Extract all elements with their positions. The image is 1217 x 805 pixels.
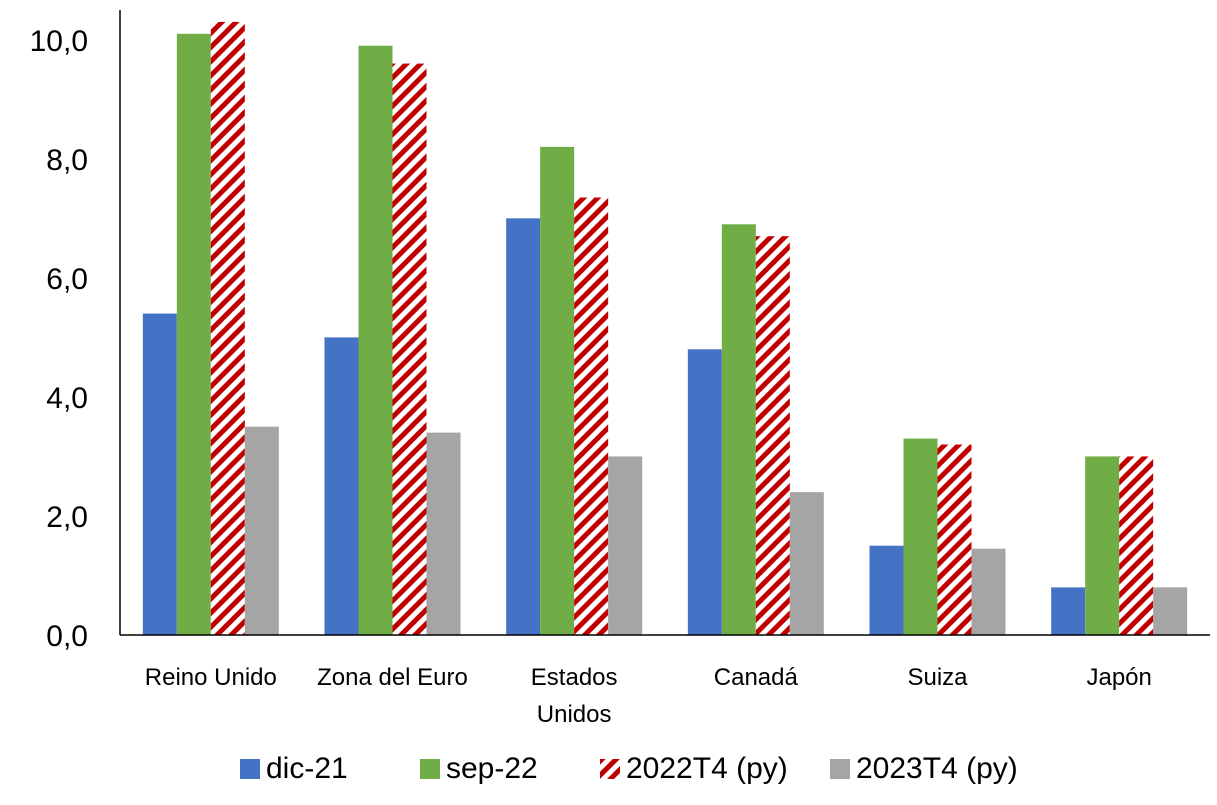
bar-dic-21-4 bbox=[869, 545, 904, 635]
bar-2023t4-py--5 bbox=[1153, 587, 1188, 635]
bar-2022t4-py--1 bbox=[392, 63, 427, 636]
x-category-label: Unidos bbox=[537, 701, 612, 728]
y-tick-label: 0,0 bbox=[46, 620, 88, 653]
legend: dic-21 sep-22 2022T4 (py) 2023T4 (py) bbox=[240, 752, 1018, 785]
bar-sep-22-0 bbox=[176, 33, 211, 636]
legend-swatch bbox=[420, 759, 440, 779]
x-axis: Reino Unido Zona del Euro Estados Unidos Can… bbox=[120, 634, 1210, 728]
y-tick-label: 4,0 bbox=[46, 382, 88, 415]
y-axis: 0,0 2,0 4,0 6,0 8,0 10,0 bbox=[30, 10, 121, 653]
x-category-label: Reino Unido bbox=[145, 664, 277, 691]
bars bbox=[142, 21, 1188, 636]
legend-label: sep-22 bbox=[446, 752, 538, 785]
bar-dic-21-2 bbox=[506, 218, 541, 636]
bar-sep-22-4 bbox=[903, 438, 938, 635]
bar-dic-21-0 bbox=[142, 313, 177, 635]
legend-swatch bbox=[600, 759, 620, 779]
bar-2022t4-py--5 bbox=[1119, 456, 1154, 635]
y-tick-label: 2,0 bbox=[46, 501, 88, 534]
bar-sep-22-1 bbox=[358, 45, 393, 635]
x-category-label: Canadá bbox=[714, 664, 799, 691]
bar-2023t4-py--1 bbox=[426, 432, 461, 635]
legend-label: 2022T4 (py) bbox=[626, 752, 788, 785]
x-category-label: Estados bbox=[531, 664, 618, 691]
legend-label: dic-21 bbox=[266, 752, 348, 785]
bar-2022t4-py--0 bbox=[210, 21, 245, 635]
x-category-label: Japón bbox=[1086, 664, 1151, 691]
bar-dic-21-5 bbox=[1051, 587, 1086, 635]
bar-2023t4-py--4 bbox=[971, 548, 1006, 635]
x-category-label: Suiza bbox=[907, 664, 968, 691]
bar-2022t4-py--3 bbox=[755, 236, 790, 635]
y-tick-label: 10,0 bbox=[30, 25, 88, 58]
bar-2023t4-py--0 bbox=[244, 426, 279, 635]
y-tick-label: 6,0 bbox=[46, 263, 88, 296]
bar-sep-22-5 bbox=[1085, 456, 1120, 635]
y-tick-label: 8,0 bbox=[46, 144, 88, 177]
legend-swatch bbox=[240, 759, 260, 779]
legend-label: 2023T4 (py) bbox=[856, 752, 1018, 785]
bar-2023t4-py--3 bbox=[789, 492, 824, 635]
bar-dic-21-1 bbox=[324, 337, 359, 635]
x-category-label: Zona del Euro bbox=[317, 664, 468, 691]
bar-2022t4-py--4 bbox=[937, 444, 972, 635]
legend-swatch bbox=[830, 759, 850, 779]
bar-sep-22-2 bbox=[540, 146, 575, 635]
bar-dic-21-3 bbox=[687, 349, 722, 635]
bar-sep-22-3 bbox=[721, 224, 756, 636]
bar-2022t4-py--2 bbox=[574, 197, 609, 635]
bar-2023t4-py--2 bbox=[608, 456, 643, 635]
